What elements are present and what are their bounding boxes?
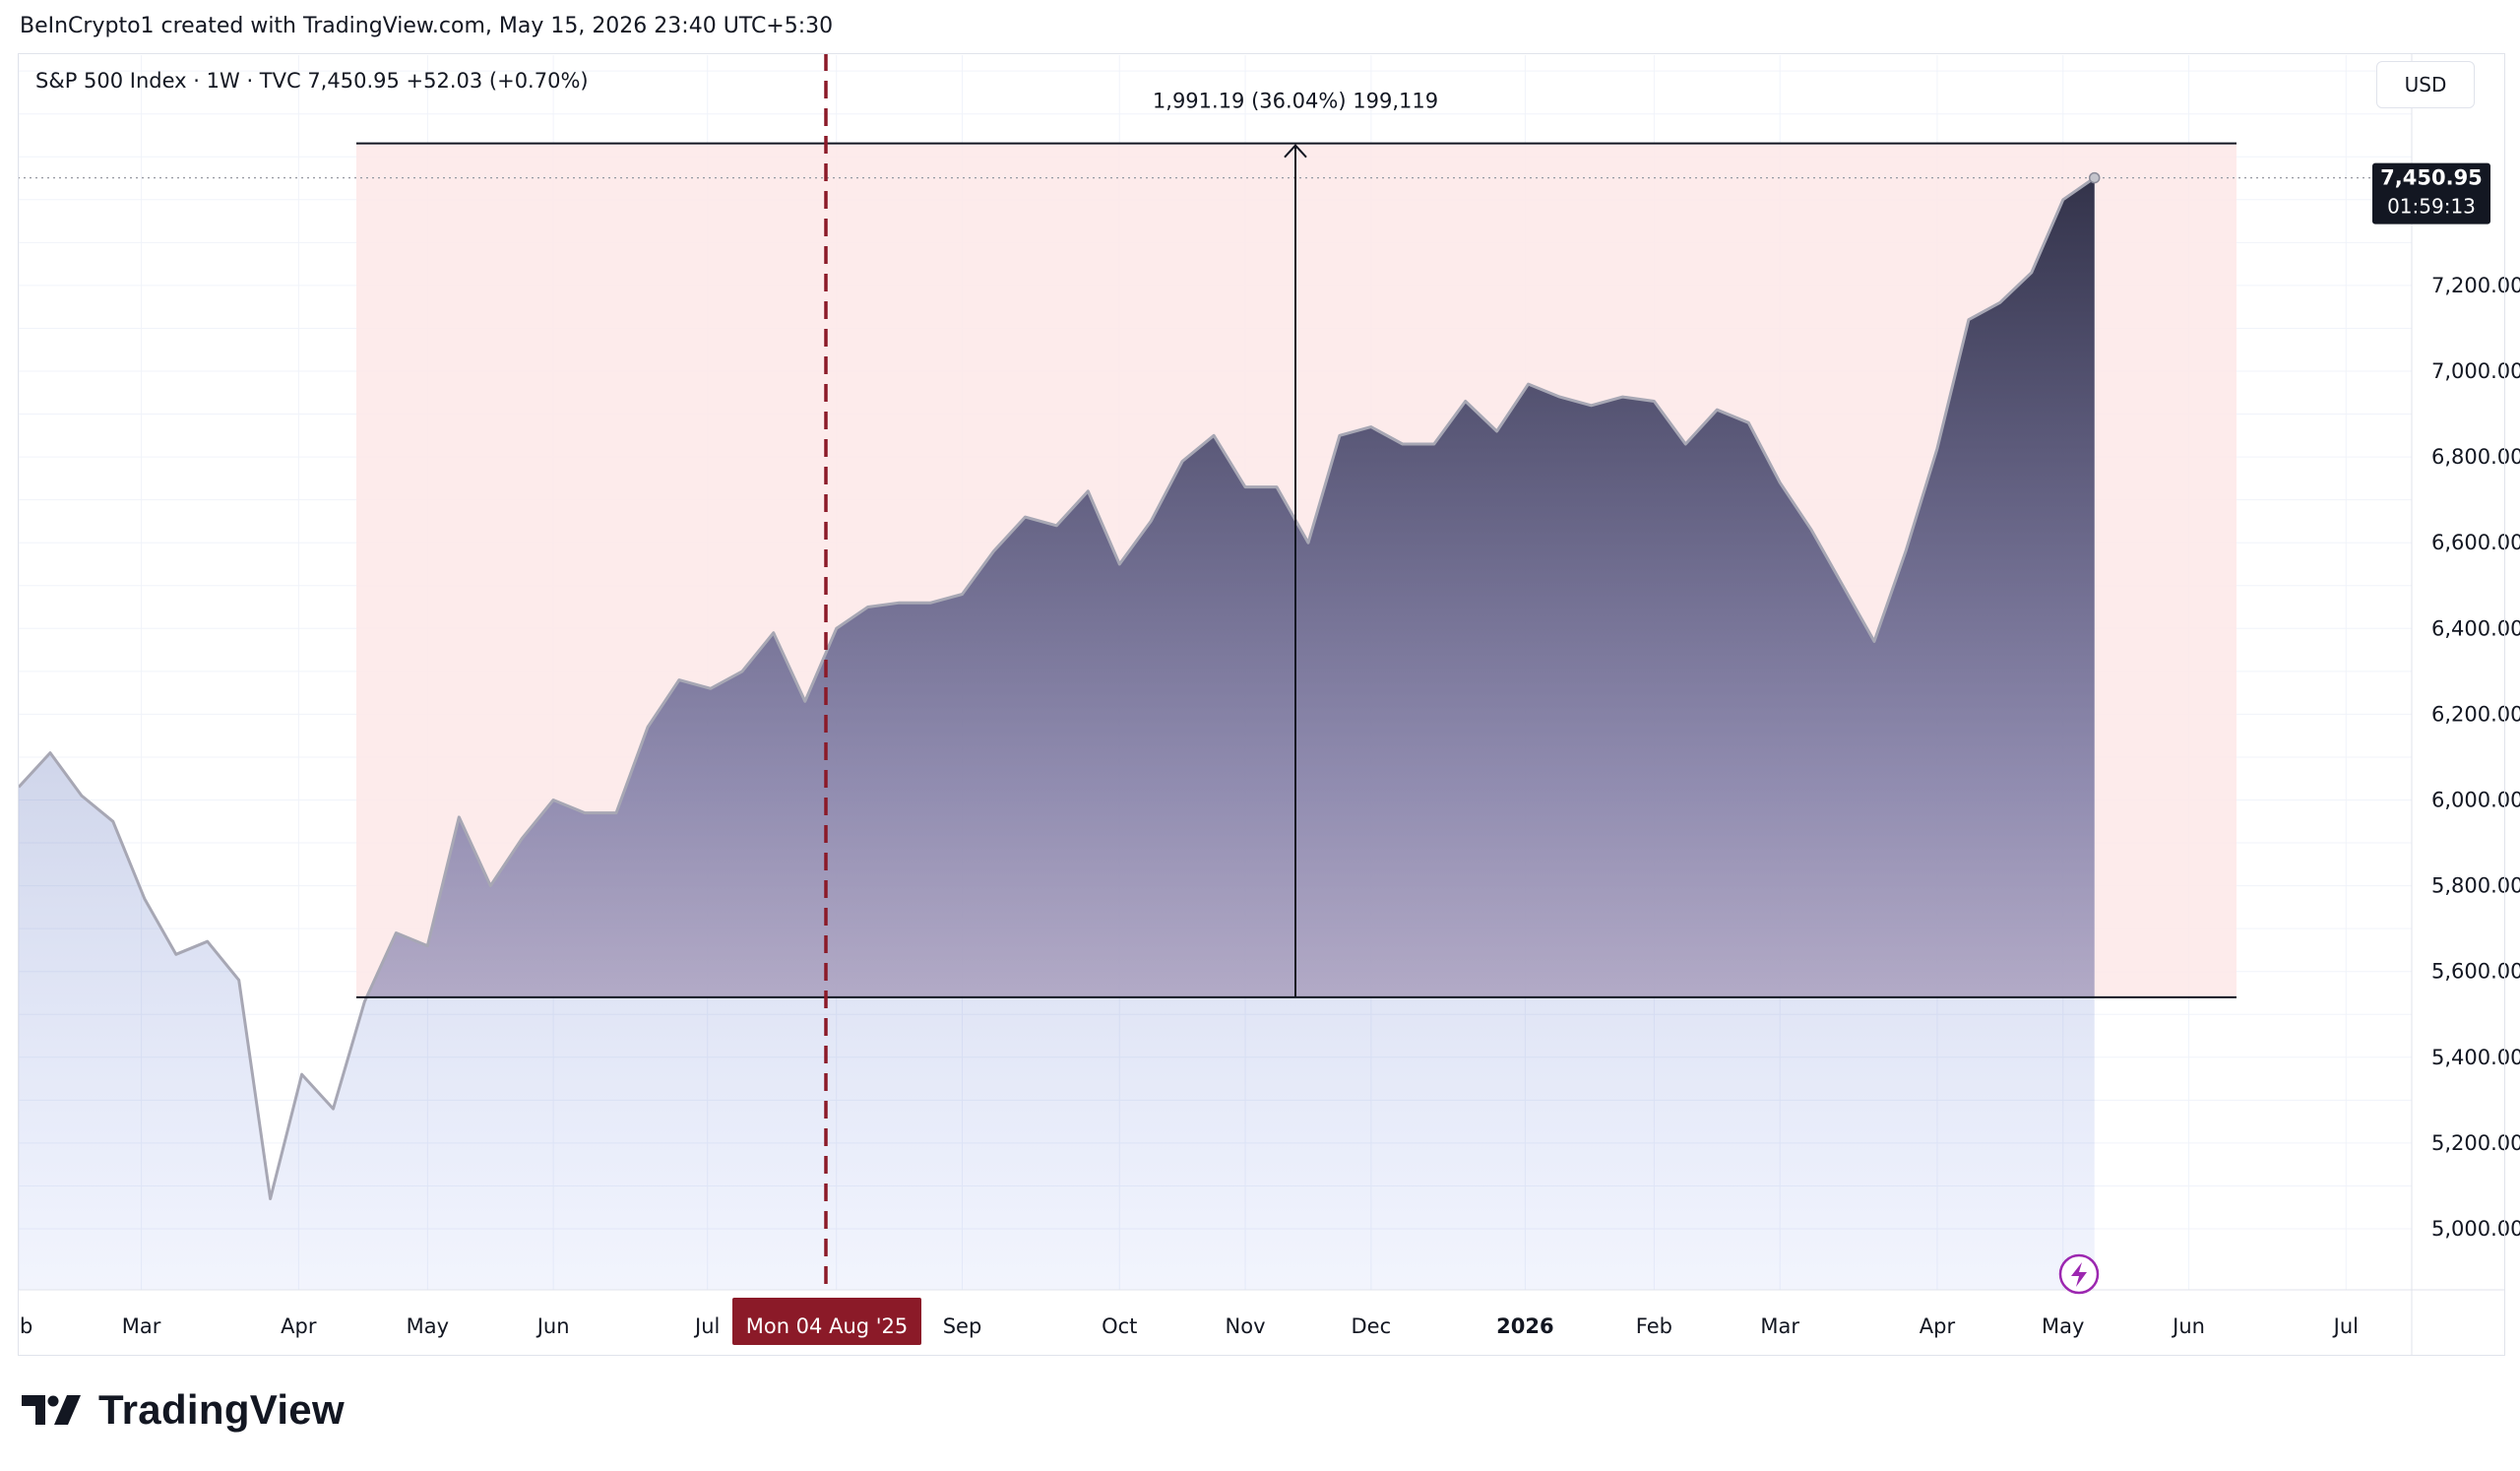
price-tick-label: 5,600.00 xyxy=(2431,960,2520,984)
time-tick-label: Jul xyxy=(693,1314,720,1338)
time-tick-label: Dec xyxy=(1352,1314,1392,1338)
last-price-point xyxy=(2088,171,2101,184)
measured-range-area-fill xyxy=(366,177,2095,997)
price-tick-label: 6,800.00 xyxy=(2431,445,2520,469)
time-tick-label: May xyxy=(2042,1314,2084,1338)
chart-pane-border xyxy=(18,53,2505,1356)
highlighted-date-tag-background xyxy=(732,1298,921,1345)
price-tick-label: 6,600.00 xyxy=(2431,531,2520,554)
price-tick-label: 6,400.00 xyxy=(2431,616,2520,640)
tradingview-logo-text: TradingView xyxy=(98,1386,345,1433)
time-tick-label: Jul xyxy=(2332,1314,2359,1338)
price-tick-label: 5,800.00 xyxy=(2431,874,2520,898)
time-tick-label: Mar xyxy=(1760,1314,1799,1338)
tradingview-logo[interactable]: TradingView xyxy=(22,1386,345,1434)
price-axis[interactable]: 5,000.00 5,200.00 5,400.00 5,600.00 5,800.00… xyxy=(2411,53,2520,1355)
bar-countdown: 01:59:13 xyxy=(2387,195,2476,219)
time-tick-label: Apr xyxy=(281,1314,317,1338)
time-tick-label: Feb xyxy=(1636,1314,1672,1338)
highlighted-date-tag: Mon 04 Aug '25 xyxy=(732,1298,921,1345)
price-tick-label: 7,200.00 xyxy=(2431,274,2520,297)
time-tick-label: Mar xyxy=(122,1314,161,1338)
time-tick-label: Jun xyxy=(536,1314,570,1338)
last-price-tag-background xyxy=(2372,162,2490,224)
price-series-line xyxy=(18,176,2096,1200)
time-tick-label: Nov xyxy=(1226,1314,1266,1338)
currency-selector[interactable]: USD xyxy=(2376,61,2475,108)
price-tick-label: 6,000.00 xyxy=(2431,789,2520,812)
price-tick-label: 7,000.00 xyxy=(2431,359,2520,383)
measure-label: 1,991.19 (36.04%) 199,119 xyxy=(1153,90,1438,113)
measure-arrow-head xyxy=(1284,144,1307,159)
last-price-tag: 7,450.95 01:59:13 xyxy=(2372,162,2490,224)
highlighted-date-label: Mon 04 Aug '25 xyxy=(746,1314,909,1338)
tradingview-logo-icon xyxy=(22,1395,81,1425)
time-tick-label: b xyxy=(20,1314,32,1338)
time-tick-label: Oct xyxy=(1102,1314,1137,1338)
time-tick-label: May xyxy=(407,1314,449,1338)
price-tick-label: 5,000.00 xyxy=(2431,1217,2520,1241)
chart-caption: BeInCrypto1 created with TradingView.com… xyxy=(20,14,834,38)
symbol-info[interactable]: S&P 500 Index · 1W · TVC 7,450.95 +52.03… xyxy=(35,69,589,93)
last-price-value: 7,450.95 xyxy=(2380,166,2483,190)
time-tick-label: Jun xyxy=(2171,1314,2205,1338)
price-tick-label: 5,400.00 xyxy=(2431,1046,2520,1069)
price-tick-label: 5,200.00 xyxy=(2431,1131,2520,1155)
price-tick-label: 6,200.00 xyxy=(2431,702,2520,726)
time-tick-label: Apr xyxy=(1920,1314,1956,1338)
time-tick-label: Sep xyxy=(943,1314,982,1338)
lightning-icon[interactable] xyxy=(2058,1253,2100,1295)
time-tick-label: 2026 xyxy=(1496,1314,1553,1338)
